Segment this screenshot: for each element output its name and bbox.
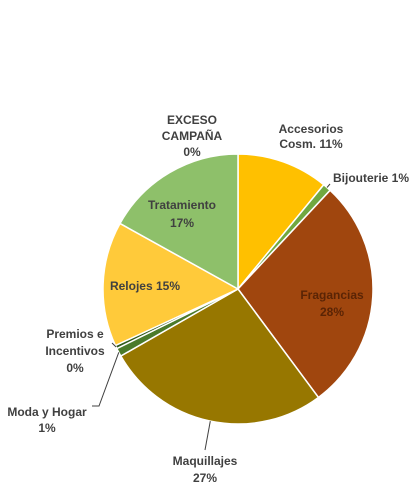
slice-label-line: 17% (170, 216, 194, 230)
leader-lines (92, 183, 331, 451)
slice-label-moda-y-hogar: Moda y Hogar 1% (7, 405, 87, 435)
slice-label-line: Premios e (46, 327, 104, 341)
slice-label-line: 0% (183, 145, 201, 159)
slice-label-bijouterie: Bijouterie 1% (333, 171, 409, 185)
slice-label-line: Maquillajes (173, 454, 238, 468)
slice-label-line: Bijouterie 1% (333, 171, 409, 185)
slice-label-line: Accesorios (279, 122, 344, 136)
slice-label-line: Moda y Hogar (7, 405, 87, 419)
slice-label-line: Incentivos (45, 344, 105, 358)
slice-label-accesorios: Accesorios Cosm. 11% (279, 122, 344, 151)
slice-label-line: 0% (66, 361, 84, 375)
pie-slice-tratamiento (119, 153, 239, 290)
pie-slice-accesorios (237, 153, 325, 290)
slice-label-fragancias: Fragancias 28% (300, 288, 364, 319)
pie-slice-relojes (102, 222, 239, 347)
leader-line-maquillajes (204, 421, 211, 451)
leader-line-premios-e-incentivos (111, 342, 117, 348)
slice-label-line: 1% (38, 421, 56, 435)
leader-line-bijouterie (326, 183, 331, 188)
leader-line-moda-y-hogar (92, 352, 120, 407)
slice-label-line: EXCESO (167, 113, 217, 127)
slice-label-exceso-campana: EXCESO CAMPAÑA 0% (162, 113, 223, 159)
slice-label-tratamiento: Tratamiento 17% (148, 198, 216, 230)
slice-label-maquillajes: Maquillajes 27% (173, 454, 238, 485)
slice-label-line: Fragancias (300, 288, 364, 302)
slice-label-line: 27% (193, 471, 217, 485)
pie-slices (102, 153, 374, 425)
slice-labels: Accesorios Cosm. 11% Bijouterie 1% Fraganci… (7, 113, 409, 485)
pie-slice-fragancias (237, 189, 374, 399)
slice-label-line: CAMPAÑA (162, 128, 223, 143)
slice-label-premios-e-incentivos: Premios e Incentivos 0% (45, 327, 105, 375)
slice-label-line: Relojes 15% (110, 279, 180, 293)
slice-label-line: Cosm. 11% (279, 137, 343, 151)
slice-label-line: Tratamiento (148, 198, 216, 212)
slice-label-line: 28% (320, 305, 344, 319)
slice-label-relojes: Relojes 15% (110, 279, 180, 293)
